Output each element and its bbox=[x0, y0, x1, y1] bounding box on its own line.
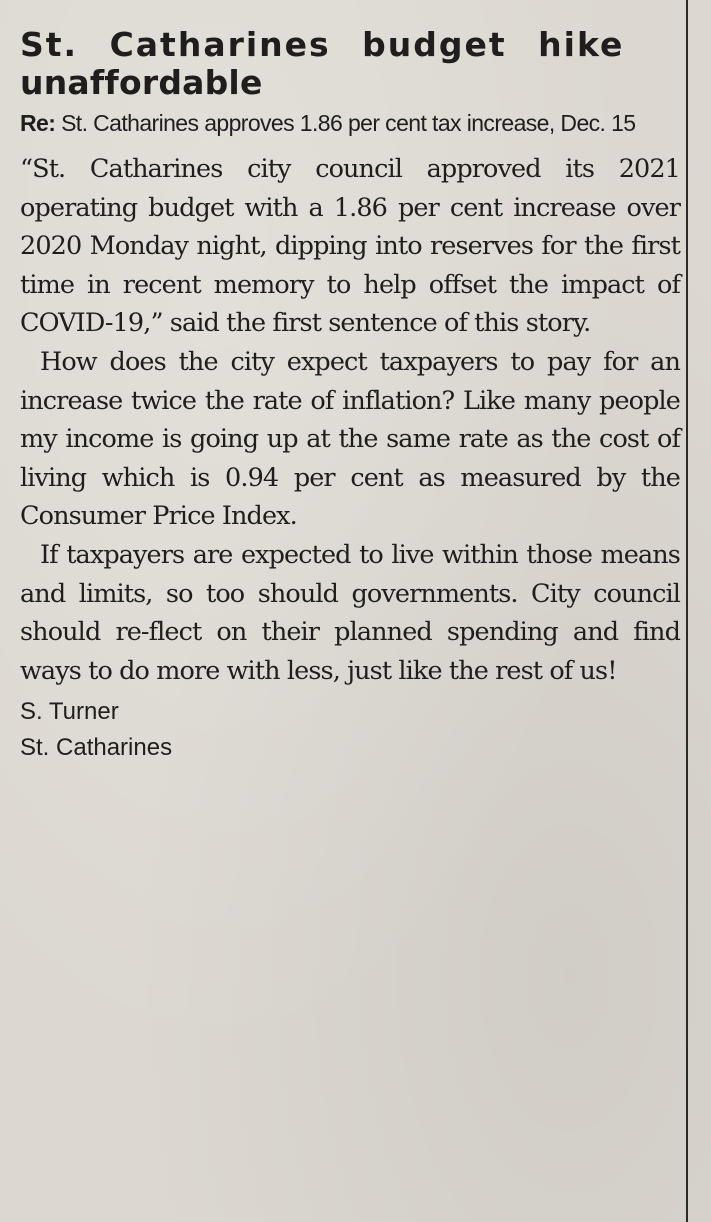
reference-text: St. Catharines approves 1.86 per cent ta… bbox=[61, 110, 636, 136]
author-name: S. Turner bbox=[20, 698, 119, 726]
headline-line-2: unaffordable bbox=[20, 63, 263, 102]
headline-line-1: St. Catharines budget hike bbox=[20, 25, 625, 64]
paragraph-2: How does the city expect taxpayers to pa… bbox=[20, 346, 681, 532]
reference-label: Re: bbox=[20, 110, 56, 136]
letter-to-editor: St. Catharines budget hike unaffordable … bbox=[20, 26, 681, 766]
paragraph-1: “St. Catharines city council approved it… bbox=[20, 154, 681, 339]
reference-line: Re: St. Catharines approves 1.86 per cen… bbox=[20, 108, 669, 138]
headline: St. Catharines budget hike unaffordable bbox=[20, 26, 680, 102]
paragraph-3: If taxpayers are expected to live within… bbox=[20, 539, 681, 686]
column-divider bbox=[686, 0, 688, 1222]
author-city: St. Catharines bbox=[20, 734, 173, 762]
